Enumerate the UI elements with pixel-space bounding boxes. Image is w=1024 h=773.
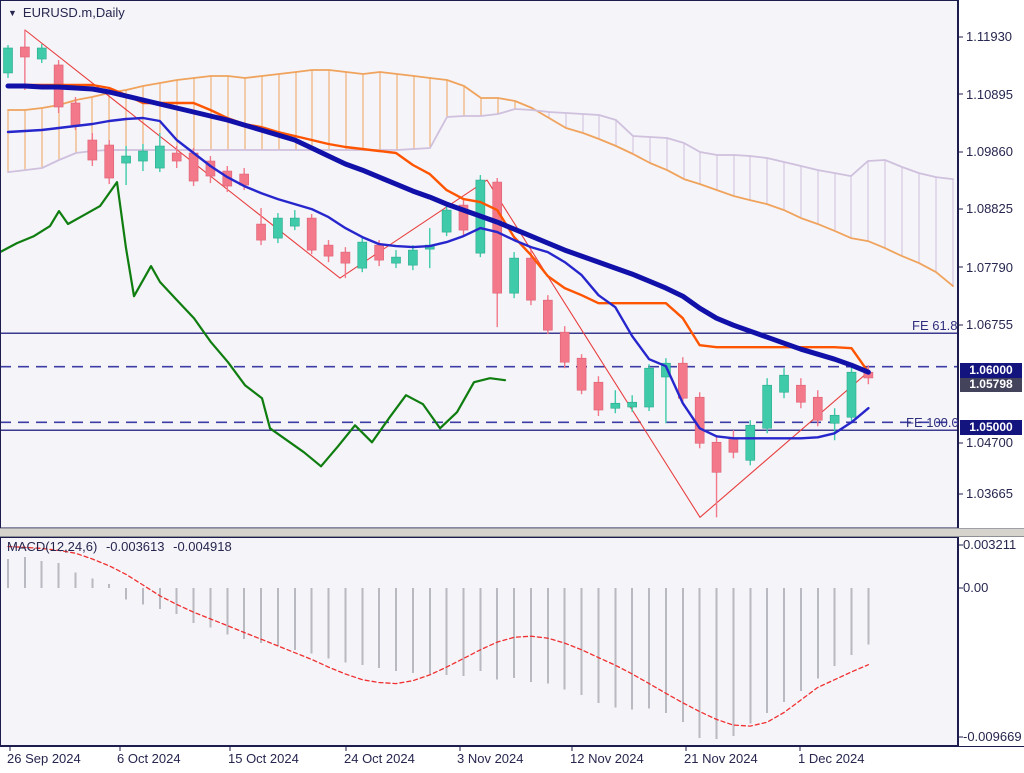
date-axis-label-0: 26 Sep 2024 xyxy=(7,751,81,766)
date-axis-label-1: 6 Oct 2024 xyxy=(117,751,181,766)
price-level-badge-106: 1.06000 xyxy=(960,363,1022,378)
price-axis-label-7: 1.03665 xyxy=(966,486,1013,501)
fe-618-label: FE 61.8 xyxy=(912,318,958,333)
date-axis-label-3: 24 Oct 2024 xyxy=(344,751,415,766)
chart-symbol-title: EURUSD.m,Daily xyxy=(22,5,125,20)
date-axis-label-2: 15 Oct 2024 xyxy=(228,751,299,766)
fe-100-label: FE 100.0 xyxy=(906,415,959,430)
chart-title-bar: ▼ EURUSD.m,Daily xyxy=(8,5,125,20)
current-price-badge: 1.05798 xyxy=(960,377,1022,392)
macd-axis-label-zero: 0.00 xyxy=(963,580,989,595)
macd-indicator-name: MACD(12,24,6) xyxy=(7,539,98,554)
price-axis-label-3: 1.08825 xyxy=(966,201,1013,216)
price-axis-label-2: 1.09860 xyxy=(966,144,1013,159)
panel-splitter[interactable] xyxy=(0,528,1024,537)
macd-signal-value: -0.004918 xyxy=(173,539,232,554)
price-axis-label-6: 1.04700 xyxy=(966,435,1013,450)
price-axis-label-4: 1.07790 xyxy=(966,260,1013,275)
price-axis-label-1: 1.10895 xyxy=(966,87,1013,102)
symbol-dropdown-icon[interactable]: ▼ xyxy=(8,7,17,18)
macd-axis-label-max: 0.003211 xyxy=(963,537,1017,552)
date-axis-label-5: 12 Nov 2024 xyxy=(570,751,644,766)
macd-indicator-header: MACD(12,24,6) -0.003613 -0.004918 xyxy=(7,539,237,554)
date-axis-label-6: 21 Nov 2024 xyxy=(684,751,758,766)
price-level-badge-105: 1.05000 xyxy=(960,420,1022,435)
price-axis-label-5: 1.06755 xyxy=(966,317,1013,332)
date-axis-label-4: 3 Nov 2024 xyxy=(457,751,524,766)
macd-main-value: -0.003613 xyxy=(105,539,165,554)
macd-axis-label-min: -0.009669 xyxy=(963,729,1022,744)
price-axis-label-0: 1.11930 xyxy=(966,29,1013,44)
date-axis-label-7: 1 Dec 2024 xyxy=(798,751,865,766)
